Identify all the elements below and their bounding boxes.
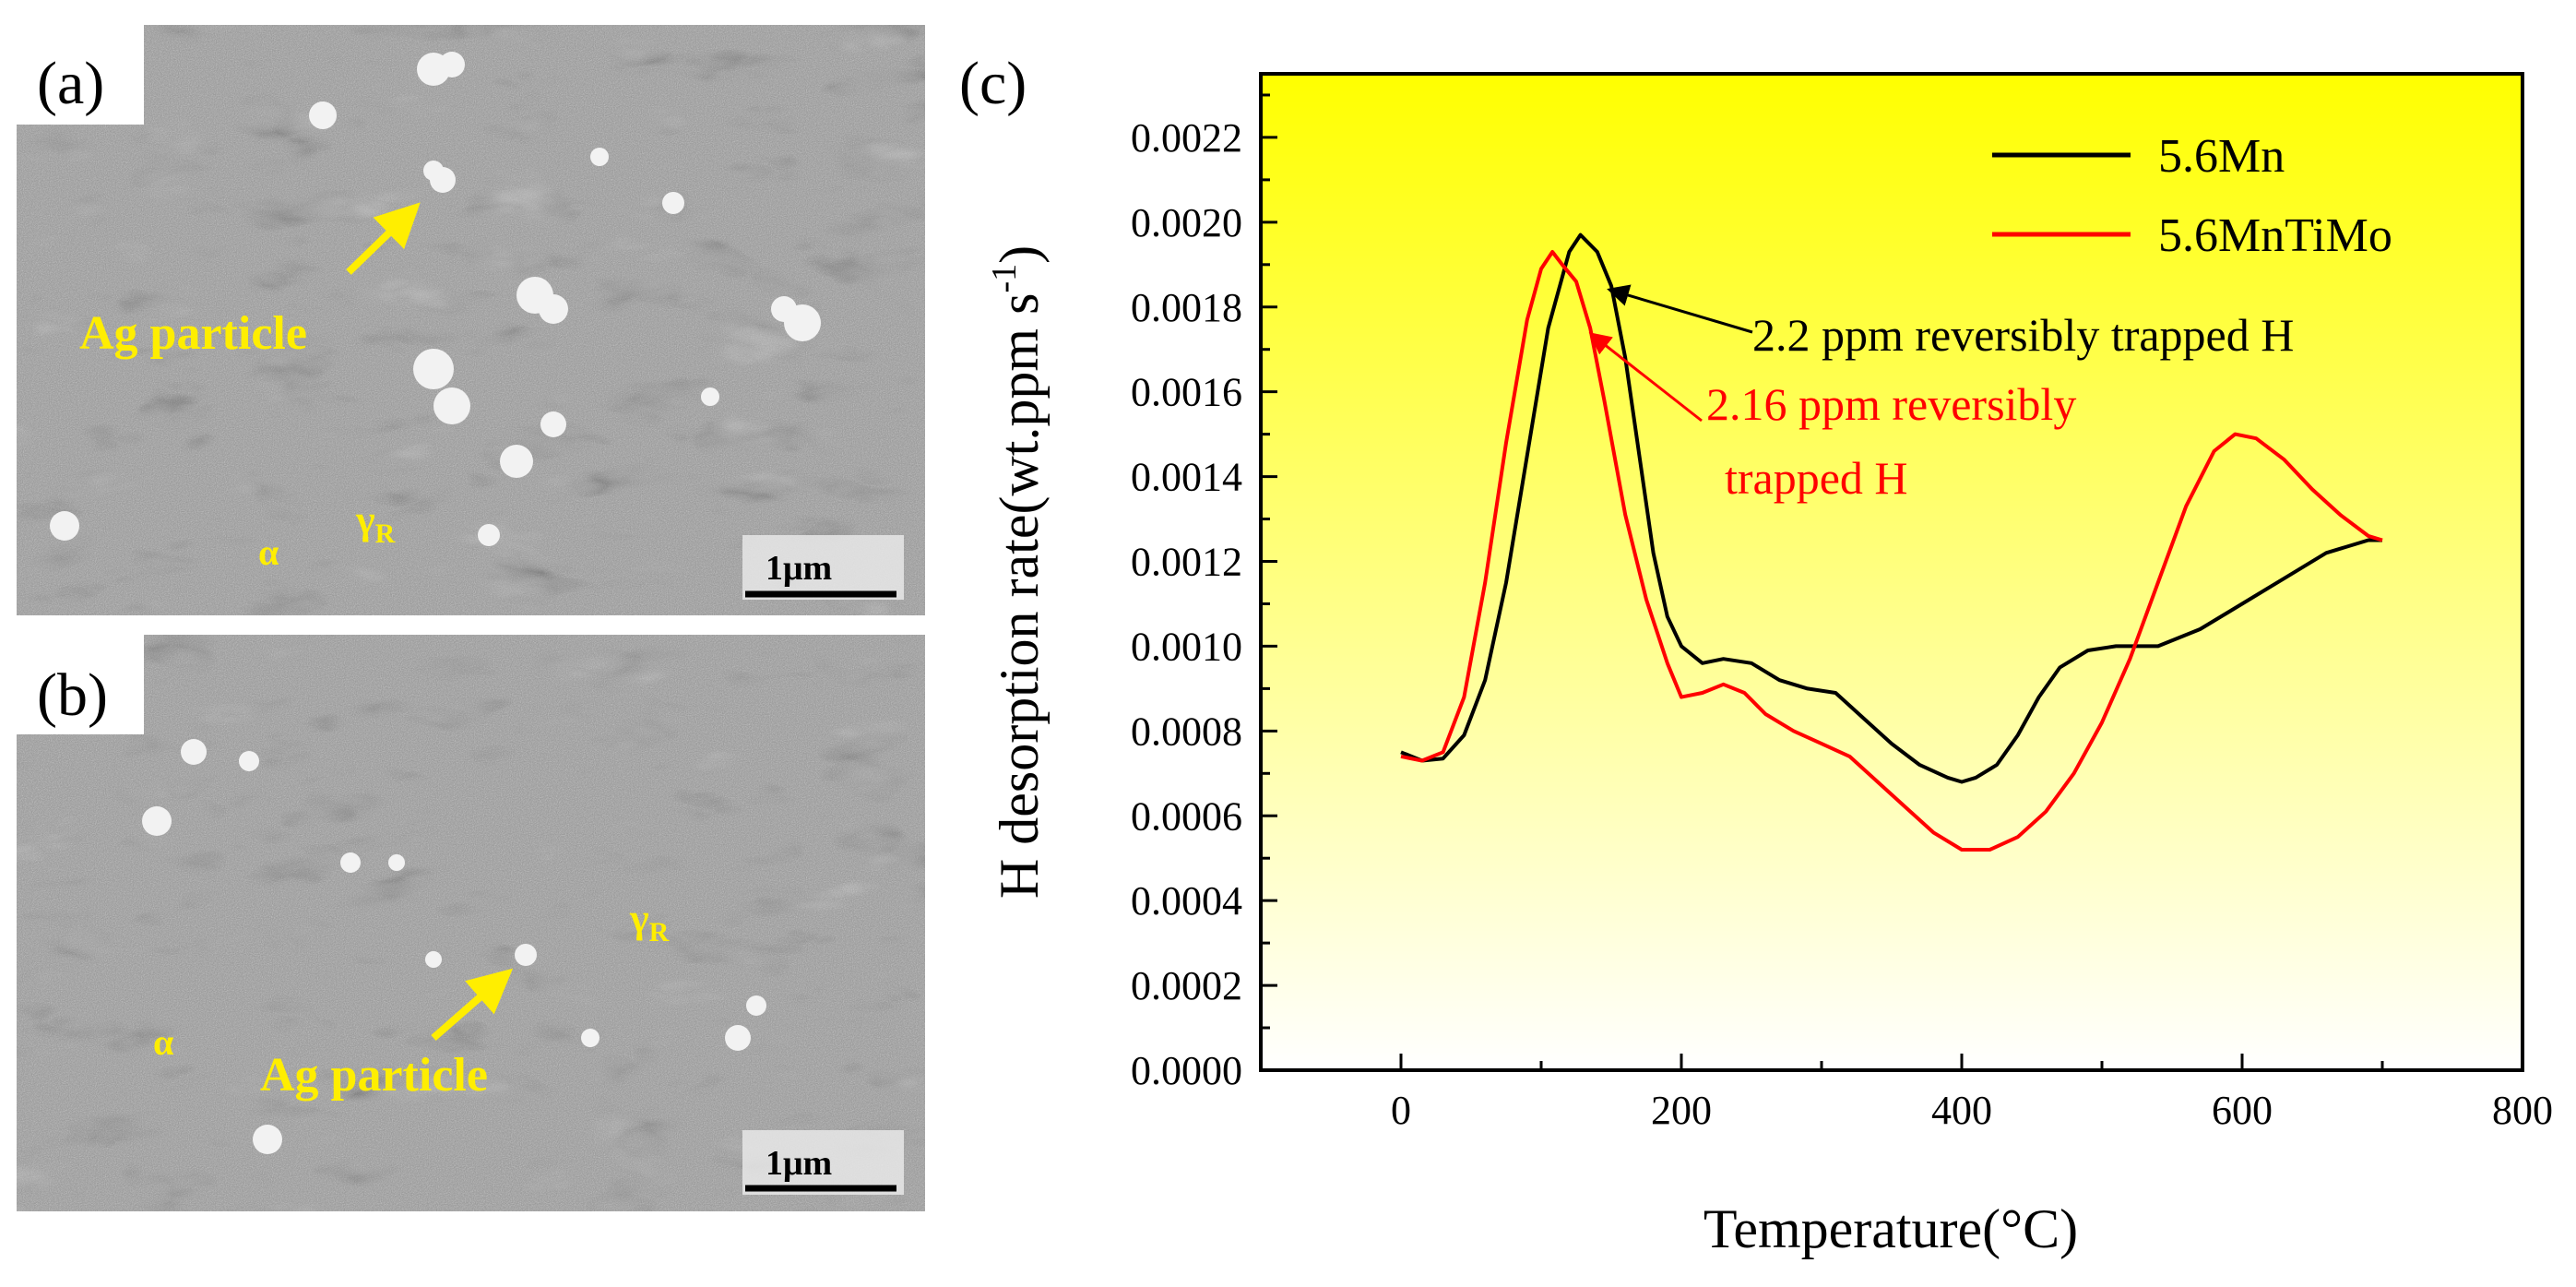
y-tick-label: 0.0002 <box>1131 963 1242 1008</box>
y-tick-label: 0.0006 <box>1131 793 1242 839</box>
scale-box-a <box>742 535 904 600</box>
legend-label-5.6mn: 5.6Mn <box>2158 130 2285 183</box>
scale-label-b: 1μm <box>766 1144 832 1183</box>
series-line-5.6mntimo <box>1400 250 2383 852</box>
x-tick-label: 0 <box>1391 1088 1411 1133</box>
y-tick-label: 0.0020 <box>1131 200 1242 245</box>
panel-label-b: (b) <box>37 661 108 729</box>
y-axis-title: H desorption rate(wt.ppm s-1) <box>985 245 1050 899</box>
x-tick-label: 800 <box>2492 1088 2553 1133</box>
annotation-5.6mntimo-line1: 2.16 ppm reversibly <box>1706 378 2076 430</box>
scale-label-a: 1μm <box>766 549 832 588</box>
ag-particle-label-a: Ag particle <box>79 307 307 360</box>
y-tick-label: 0.0014 <box>1131 455 1242 500</box>
sem-image-a: (a) Ag particle α γR 1μm <box>17 25 925 615</box>
arrow-b <box>431 968 514 1042</box>
y-tick-label: 0.0018 <box>1131 285 1242 330</box>
scale-box-b <box>742 1130 904 1195</box>
y-tick-label: 0.0012 <box>1131 540 1242 585</box>
tds-chart: 0 200 400 600 800 0.0000 0.0002 0.0004 0.0006 0.0… <box>985 72 2553 1259</box>
legend-label-5.6mntimo: 5.6MnTiMo <box>2158 209 2392 262</box>
annotation-arrow-5.6mntimo <box>1588 332 1703 423</box>
y-tick-label: 0.0000 <box>1131 1048 1242 1093</box>
annotation-5.6mn: 2.2 ppm reversibly trapped H <box>1752 309 2294 361</box>
gamma-label-a: γR <box>355 497 396 549</box>
y-tick-label: 0.0004 <box>1131 878 1242 924</box>
arrow-a <box>346 202 421 275</box>
plot-background <box>1261 74 2523 1070</box>
panel-label-c: (c) <box>959 50 1027 117</box>
y-tick-label: 0.0008 <box>1131 709 1242 754</box>
y-tick-label: 0.0016 <box>1131 370 1242 415</box>
sem-image-b: (b) Ag particle α γR 1μm <box>17 635 925 1211</box>
ag-particles-b <box>142 739 766 1154</box>
alpha-label-a: α <box>258 531 279 573</box>
panel-label-a: (a) <box>37 50 104 117</box>
alpha-label-b: α <box>153 1021 173 1063</box>
y-tick-label: 0.0022 <box>1131 115 1242 161</box>
x-axis-title: Temperature(°C) <box>1703 1198 2078 1259</box>
series-line-5.6mn <box>1400 232 2382 784</box>
legend: 5.6Mn 5.6MnTiMo <box>1992 130 2392 262</box>
plot-frame <box>1259 72 2524 1072</box>
gamma-label-b: γR <box>629 896 670 947</box>
series-layer <box>1400 232 2383 852</box>
x-tick-label: 400 <box>1931 1088 1992 1133</box>
ag-particles-a <box>50 52 821 546</box>
annotation-5.6mntimo-line2: trapped H <box>1725 452 1908 504</box>
x-tick-label: 600 <box>2212 1088 2273 1133</box>
annotation-arrow-5.6mn <box>1607 284 1753 334</box>
x-tick-label: 200 <box>1651 1088 1712 1133</box>
ag-particle-label-b: Ag particle <box>260 1049 488 1102</box>
y-tick-label: 0.0010 <box>1131 624 1242 669</box>
tick-labels: 0 200 400 600 800 0.0000 0.0002 0.0004 0.0006 0.0… <box>1131 115 2553 1133</box>
